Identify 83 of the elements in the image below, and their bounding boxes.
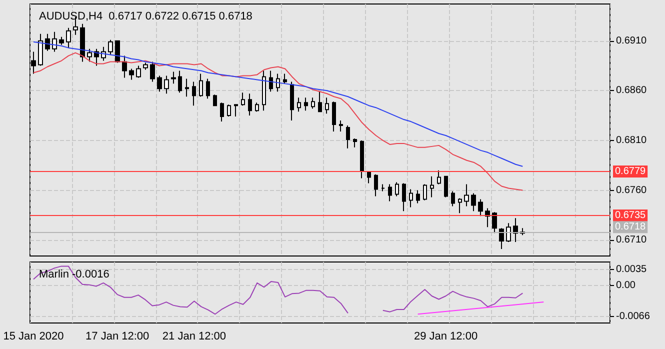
candlestick: [213, 94, 217, 106]
candlestick: [304, 97, 308, 112]
ref-line-label: 0.6718: [615, 222, 646, 233]
candlestick: [143, 62, 148, 70]
candlestick: [409, 188, 413, 208]
candlestick: [318, 91, 322, 112]
candlestick: [513, 218, 518, 243]
candlestick: [136, 65, 141, 78]
line-series: [32, 41, 524, 167]
candlestick: [290, 81, 294, 122]
candlestick: [346, 125, 350, 149]
x-tick-label: 17 Jan 12:00: [86, 330, 150, 342]
y-tick-label: 0.6760: [616, 184, 648, 196]
candlestick: [276, 73, 280, 92]
candlestick: [492, 212, 497, 234]
x-tick-label: 21 Jan 12:00: [162, 330, 226, 342]
candlestick: [430, 176, 434, 198]
candlestick: [262, 70, 266, 112]
candlestick: [45, 33, 50, 52]
candlestick: [374, 174, 378, 197]
candlestick: [437, 170, 441, 185]
candlestick: [52, 31, 57, 52]
candlestick: [499, 228, 504, 250]
candlestick: [388, 184, 392, 202]
candlestick: [416, 190, 420, 204]
candlestick: [178, 70, 182, 94]
candlestick: [66, 27, 71, 48]
y-tick-label: 0.6710: [616, 234, 648, 246]
candlestick: [220, 102, 224, 122]
y-tick-label: 0.0035: [616, 264, 648, 275]
candlestick: [87, 48, 92, 62]
candlestick: [464, 184, 469, 207]
candlestick: [269, 70, 273, 92]
candlestick: [325, 97, 329, 114]
candlestick: [444, 176, 448, 198]
y-tick-label: 0.00: [616, 280, 636, 292]
candlestick: [122, 55, 127, 78]
candlestick: [234, 104, 238, 118]
candlestick: [38, 33, 43, 66]
x-tick-label: 15 Jan 2020: [3, 330, 64, 342]
y-tick-label: 0.6860: [616, 85, 648, 96]
candlestick: [171, 71, 176, 84]
candlestick: [458, 198, 462, 214]
candlestick: [241, 92, 245, 106]
candlestick: [311, 97, 315, 110]
x-tick-label: 29 Jan 12:00: [414, 330, 478, 342]
y-tick-label: -0.0066: [616, 310, 650, 322]
candlestick: [150, 61, 155, 82]
candlestick: [381, 184, 385, 192]
candlestick: [353, 138, 357, 148]
candlestick: [192, 81, 196, 106]
candlestick: [199, 73, 203, 98]
candlestick: [108, 39, 113, 56]
candlestick: [115, 40, 120, 62]
y-tick-label: 0.6810: [616, 134, 648, 146]
candlestick: [129, 68, 134, 80]
candlestick: [80, 23, 85, 62]
candlestick: [255, 102, 259, 112]
candlestick: [423, 184, 427, 201]
candlestick: [164, 75, 169, 94]
line-series: [32, 52, 524, 191]
y-tick-label: 0.6910: [616, 35, 648, 46]
candlestick: [297, 97, 301, 112]
candlestick: [506, 222, 511, 243]
ref-line-label: 0.6779: [615, 166, 646, 177]
candlestick: [283, 73, 287, 84]
candlestick: [185, 78, 189, 98]
candlestick: [227, 104, 231, 118]
candlestick: [451, 190, 455, 207]
ref-line-label: 0.6735: [615, 210, 646, 221]
candlestick: [395, 182, 399, 197]
candlestick: [332, 101, 336, 132]
candlestick: [339, 120, 343, 132]
candlestick: [471, 192, 476, 212]
candlestick: [59, 36, 64, 46]
candlestick: [478, 198, 483, 217]
candlestick: [360, 140, 364, 179]
candlestick: [402, 182, 406, 212]
text: AUDUSD,H4 0.6717 0.6722 0.6715 0.6718: [39, 10, 252, 22]
candlestick: [206, 78, 210, 100]
candlestick: [367, 170, 371, 184]
candlestick: [248, 93, 252, 116]
candlestick: [157, 75, 162, 92]
